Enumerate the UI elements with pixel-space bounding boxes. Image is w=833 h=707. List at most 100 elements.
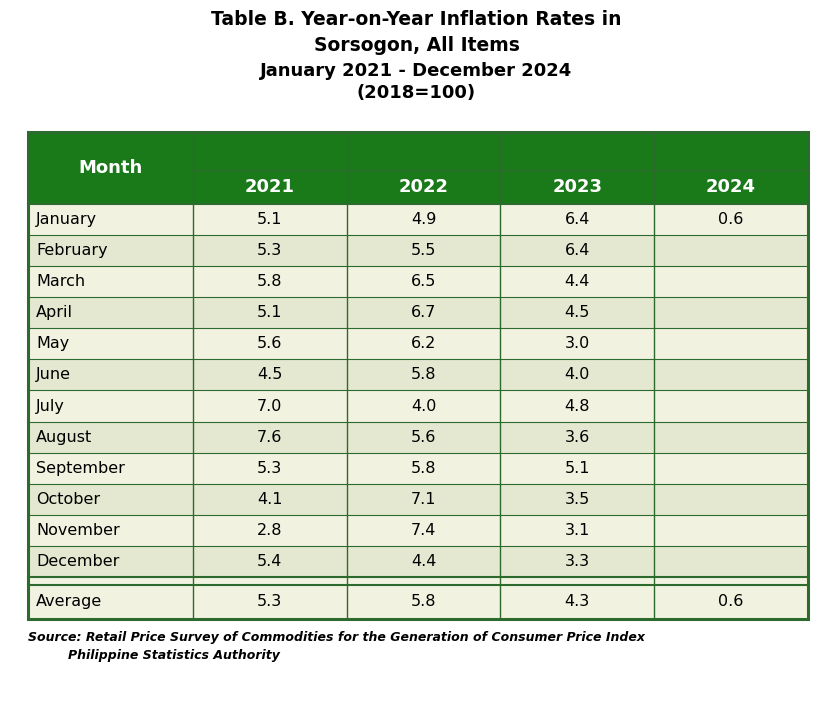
Text: March: March [36, 274, 85, 289]
Text: 5.3: 5.3 [257, 461, 282, 476]
Text: 4.3: 4.3 [565, 595, 590, 609]
Text: September: September [36, 461, 125, 476]
Bar [654, 390, 808, 421]
Text: 2022: 2022 [399, 178, 449, 196]
Bar [654, 132, 808, 170]
Text: Average: Average [36, 595, 102, 609]
Bar [347, 266, 501, 297]
Text: 0.6: 0.6 [718, 212, 744, 227]
Bar [28, 132, 808, 619]
Text: 7.6: 7.6 [257, 430, 282, 445]
Bar [28, 421, 193, 452]
Text: Month: Month [78, 159, 142, 177]
Text: 3.0: 3.0 [565, 337, 590, 351]
Bar [654, 577, 808, 585]
Text: 4.1: 4.1 [257, 492, 282, 507]
Text: 5.1: 5.1 [257, 212, 282, 227]
Bar [28, 297, 193, 328]
Text: 5.1: 5.1 [565, 461, 590, 476]
Bar [347, 132, 501, 170]
Bar [654, 297, 808, 328]
Bar [501, 515, 654, 546]
Text: 7.0: 7.0 [257, 399, 282, 414]
Text: 3.3: 3.3 [565, 554, 590, 569]
Bar [193, 170, 347, 204]
Bar [501, 328, 654, 359]
Bar [347, 390, 501, 421]
Bar [193, 421, 347, 452]
Bar [654, 421, 808, 452]
Bar [501, 204, 654, 235]
Text: 5.5: 5.5 [411, 243, 436, 258]
Bar [501, 297, 654, 328]
Text: February: February [36, 243, 107, 258]
Bar [347, 515, 501, 546]
Text: October: October [36, 492, 100, 507]
Bar [501, 484, 654, 515]
Bar [347, 452, 501, 484]
Text: 3.6: 3.6 [565, 430, 590, 445]
Bar [347, 577, 501, 585]
Bar [501, 266, 654, 297]
Text: May: May [36, 337, 69, 351]
Text: 5.4: 5.4 [257, 554, 282, 569]
Text: January 2021 - December 2024: January 2021 - December 2024 [261, 62, 572, 80]
Bar [193, 359, 347, 390]
Bar [28, 328, 193, 359]
Bar [501, 585, 654, 619]
Bar [193, 585, 347, 619]
Text: April: April [36, 305, 73, 320]
Bar [193, 297, 347, 328]
Text: 4.4: 4.4 [565, 274, 590, 289]
Bar [347, 235, 501, 266]
Bar [193, 266, 347, 297]
Bar [654, 204, 808, 235]
Text: 5.8: 5.8 [411, 595, 436, 609]
Bar [193, 390, 347, 421]
Text: 2021: 2021 [245, 178, 295, 196]
Bar [501, 452, 654, 484]
Text: 4.4: 4.4 [411, 554, 436, 569]
Bar [193, 577, 347, 585]
Text: July: July [36, 399, 65, 414]
Bar [193, 515, 347, 546]
Bar [28, 132, 193, 204]
Bar [193, 484, 347, 515]
Bar [654, 546, 808, 577]
Bar [501, 235, 654, 266]
Bar [654, 484, 808, 515]
Bar [28, 452, 193, 484]
Text: 4.9: 4.9 [411, 212, 436, 227]
Text: 5.3: 5.3 [257, 243, 282, 258]
Bar [193, 132, 347, 170]
Bar [28, 577, 193, 585]
Text: 4.5: 4.5 [565, 305, 590, 320]
Text: 5.1: 5.1 [257, 305, 282, 320]
Bar [347, 328, 501, 359]
Bar [654, 266, 808, 297]
Bar [347, 170, 501, 204]
Bar [654, 452, 808, 484]
Bar [193, 546, 347, 577]
Text: 6.7: 6.7 [411, 305, 436, 320]
Text: 4.0: 4.0 [411, 399, 436, 414]
Text: Table B. Year-on-Year Inflation Rates in: Table B. Year-on-Year Inflation Rates in [212, 10, 621, 29]
Text: 4.5: 4.5 [257, 368, 282, 382]
Bar [501, 390, 654, 421]
Text: 4.0: 4.0 [565, 368, 590, 382]
Text: 2023: 2023 [552, 178, 602, 196]
Text: 6.5: 6.5 [411, 274, 436, 289]
Text: 6.4: 6.4 [565, 212, 590, 227]
Bar [28, 585, 193, 619]
Bar [654, 170, 808, 204]
Text: 2024: 2024 [706, 178, 756, 196]
Bar [193, 204, 347, 235]
Bar [501, 577, 654, 585]
Text: December: December [36, 554, 119, 569]
Bar [501, 359, 654, 390]
Bar [193, 328, 347, 359]
Bar [347, 484, 501, 515]
Bar [654, 328, 808, 359]
Bar [347, 359, 501, 390]
Text: Sorsogon, All Items: Sorsogon, All Items [313, 36, 520, 55]
